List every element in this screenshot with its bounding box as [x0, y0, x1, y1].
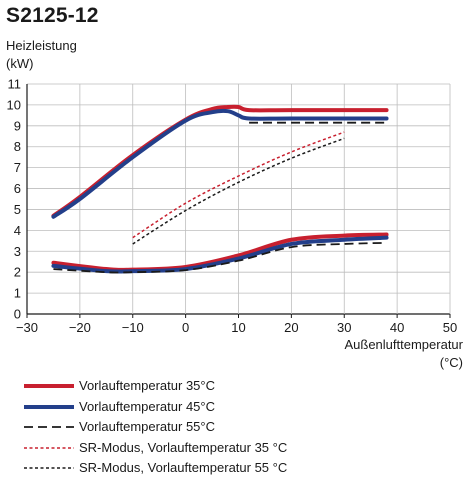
y-tick-label: 4: [14, 223, 21, 238]
series-line-2-upper: [51, 108, 389, 219]
legend-label: Vorlauftemperatur 35°C: [79, 378, 215, 394]
x-tick-label: −20: [69, 320, 91, 335]
y-tick-label: 5: [14, 202, 21, 217]
legend-label: SR-Modus, Vorlauftemperatur 55 °C: [79, 460, 288, 476]
series-lines: [51, 104, 389, 274]
grid: [26, 83, 451, 318]
legend-swatch: [24, 384, 74, 389]
legend-label: Vorlauftemperatur 55°C: [79, 419, 215, 435]
x-tick-label: 20: [284, 320, 298, 335]
y-axis-label-line2: (kW): [6, 56, 33, 71]
x-tick-label: 10: [231, 320, 245, 335]
series-line-1-lower: [51, 232, 389, 272]
y-axis-label-line1: Heizleistung: [6, 38, 77, 53]
x-axis-label-line2: (°C): [440, 355, 463, 370]
y-tick-label: 10: [7, 97, 21, 112]
legend: Vorlauftemperatur 35°C Vorlauftemperatur …: [24, 376, 287, 479]
chart-plot: Heizleistung (kW) 0 1 2 3 4 5 6 7 8 9 10 11 −30 −20 −1…: [6, 38, 464, 370]
y-tick-label: 2: [14, 265, 21, 280]
legend-swatch: [24, 404, 74, 409]
x-tick-label: −30: [16, 320, 38, 335]
legend-item: SR-Modus, Vorlauftemperatur 35 °C: [24, 438, 287, 459]
legend-item: Vorlauftemperatur 45°C: [24, 397, 287, 418]
y-tick-label: 0: [14, 307, 21, 322]
y-tick-label: 6: [14, 181, 21, 196]
series-line-2-lower: [51, 235, 389, 274]
y-tick-label: 3: [14, 244, 21, 259]
y-tick-label: 8: [14, 139, 21, 154]
x-tick-label: −10: [122, 320, 144, 335]
x-tick-label: 30: [337, 320, 351, 335]
tick-labels: 0 1 2 3 4 5 6 7 8 9 10 11 −30 −20 −10 0 10 20 30 40 50: [7, 77, 458, 336]
legend-item: Vorlauftemperatur 55°C: [24, 417, 287, 438]
x-tick-label: 0: [182, 320, 189, 335]
legend-swatch: [24, 426, 74, 429]
y-tick-label: 7: [14, 160, 21, 175]
legend-item: SR-Modus, Vorlauftemperatur 55 °C: [24, 458, 287, 479]
legend-swatch: [24, 467, 74, 469]
legend-swatch: [24, 447, 74, 449]
series-line-4-upper: [132, 131, 345, 239]
x-axis-label-line1: Außenlufttemperatur: [344, 337, 463, 352]
x-tick-label: 40: [390, 320, 404, 335]
y-tick-label: 11: [8, 77, 22, 92]
legend-label: Vorlauftemperatur 45°C: [79, 398, 215, 414]
chart-title: S2125-12: [6, 4, 99, 27]
legend-item: Vorlauftemperatur 35°C: [24, 376, 287, 397]
y-tick-label: 1: [14, 286, 21, 301]
series-line-5-upper: [132, 137, 345, 245]
y-tick-label: 9: [14, 118, 21, 133]
legend-label: SR-Modus, Vorlauftemperatur 35 °C: [79, 439, 288, 455]
x-tick-label: 50: [443, 320, 457, 335]
series-line-3-lower: [53, 242, 387, 274]
